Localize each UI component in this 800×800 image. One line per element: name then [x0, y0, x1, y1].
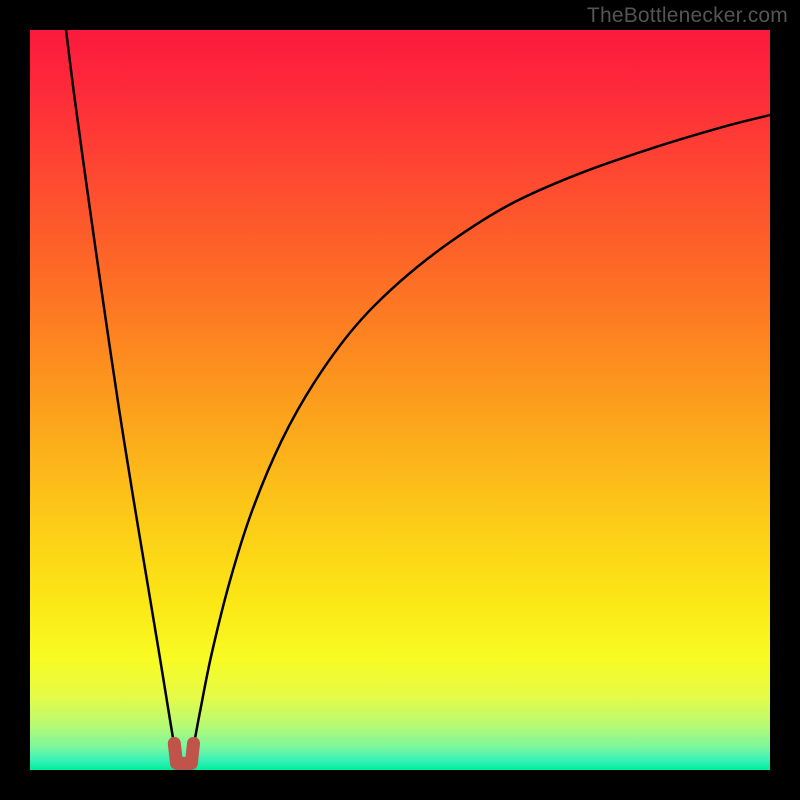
chart-container: TheBottlenecker.com [0, 0, 800, 800]
plot-background [30, 30, 770, 770]
bottleneck-curve-chart [0, 0, 800, 800]
watermark-text: TheBottlenecker.com [587, 4, 788, 28]
